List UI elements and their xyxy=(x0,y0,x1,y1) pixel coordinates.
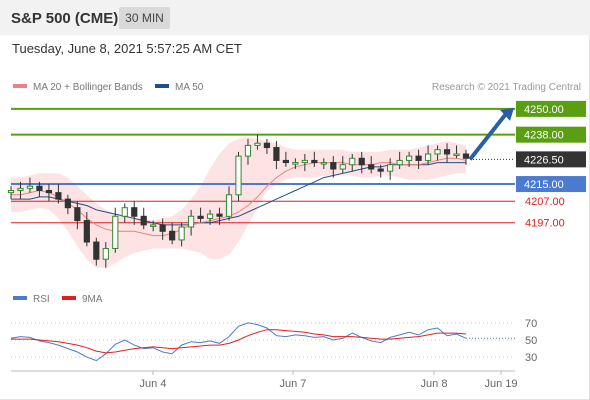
candle-body xyxy=(424,153,432,161)
interval-button[interactable]: 30 MIN xyxy=(119,7,170,29)
candle-body xyxy=(358,157,365,166)
candle-body xyxy=(320,162,327,165)
level-label-resistance: 4238.00 xyxy=(524,130,564,142)
candle-body xyxy=(102,247,109,260)
candle-body xyxy=(301,159,308,164)
candle-body xyxy=(225,194,233,217)
rsi-9ma-line xyxy=(11,329,467,354)
candle-body xyxy=(244,144,252,157)
candle-body xyxy=(150,224,157,227)
legend-swatch-9ma xyxy=(62,296,76,300)
candle-body xyxy=(131,207,138,217)
level-tag-resistance xyxy=(516,126,586,143)
candle-body xyxy=(434,149,441,155)
candle-body xyxy=(83,220,90,243)
rsi-plot: 70 50 30 xyxy=(10,318,537,364)
main-plot: 4250.00 4238.00 4226.50 4215.00 4207.00 4197.… xyxy=(7,100,586,268)
x-axis: Jun 4 Jun 7 Jun 8 Jun 19 xyxy=(11,370,518,390)
level-label-last: 4226.50 xyxy=(524,154,564,166)
legend-swatch-ma20 xyxy=(13,84,27,88)
candle-body xyxy=(187,215,195,228)
candle-body xyxy=(235,155,242,196)
candle-body xyxy=(121,207,128,217)
level-label-support: 4197.00 xyxy=(525,218,565,230)
legend-label-ma20: MA 20 + Bollinger Bands xyxy=(33,82,143,93)
candle-body xyxy=(7,190,15,194)
candle-body xyxy=(273,147,280,161)
x-tick-label: Jun 7 xyxy=(280,378,307,390)
legend-swatch-ma50 xyxy=(155,84,169,88)
candle-body xyxy=(330,162,337,170)
candle-body xyxy=(64,198,71,209)
candle-body xyxy=(169,230,176,241)
level-label-pivot: 4215.00 xyxy=(524,179,564,191)
projection-arrowhead xyxy=(500,107,514,121)
level-label-support: 4207.00 xyxy=(525,196,565,208)
candle-body xyxy=(206,213,214,219)
candle-body xyxy=(462,153,470,159)
candle-body xyxy=(406,155,413,161)
candle-body xyxy=(197,215,204,219)
candle-body xyxy=(178,226,185,241)
candle-body xyxy=(443,149,451,155)
candle-body xyxy=(74,207,81,222)
rsi-tick-label: 70 xyxy=(525,318,537,330)
x-tick-label: Jun 19 xyxy=(484,378,517,390)
candle-body xyxy=(112,215,119,249)
candle-body xyxy=(349,157,356,166)
candle-body xyxy=(387,164,394,172)
legend-label-ma50: MA 50 xyxy=(175,82,204,93)
x-tick-label: Jun 4 xyxy=(140,378,167,390)
candle-body xyxy=(36,185,43,191)
candle-body xyxy=(396,159,403,166)
level-tag-pivot xyxy=(516,176,586,193)
level-tag-last xyxy=(516,151,586,168)
candle-body xyxy=(45,190,53,194)
x-tick-label: Jun 8 xyxy=(421,378,448,390)
candle-body xyxy=(93,241,100,260)
legend-label-rsi: RSI xyxy=(33,294,50,305)
candle-body xyxy=(282,159,290,164)
candle-body xyxy=(292,162,299,165)
candle-body xyxy=(254,142,261,146)
projection-arrow xyxy=(468,112,508,161)
candle-body xyxy=(159,224,166,232)
candle-body xyxy=(339,164,346,170)
legend-swatch-rsi xyxy=(13,296,27,300)
rsi-tick-label: 30 xyxy=(525,352,537,364)
header-bar: S&P 500 (CME) 30 MIN xyxy=(0,0,590,35)
candle-body xyxy=(55,192,62,200)
candle-body xyxy=(17,187,24,192)
level-tag-resistance xyxy=(516,100,586,117)
candle-body xyxy=(311,159,318,164)
level-label-resistance: 4250.00 xyxy=(524,104,564,116)
candle-body xyxy=(26,185,34,189)
credit-text: Research © 2021 Trading Central xyxy=(432,82,581,93)
candle-body xyxy=(263,142,271,149)
legend-label-9ma: 9MA xyxy=(82,294,103,305)
rsi-tick-label: 50 xyxy=(525,335,537,347)
rsi-line xyxy=(10,322,467,362)
candle-body xyxy=(377,168,384,172)
candle-body xyxy=(368,164,375,170)
timestamp: Tuesday, June 8, 2021 5:57:25 AM CET xyxy=(12,41,242,56)
candle-body xyxy=(140,215,147,226)
candle-body xyxy=(216,213,223,217)
chart-title: S&P 500 (CME) xyxy=(11,10,119,27)
candle-body xyxy=(415,155,422,161)
candle-body xyxy=(453,153,460,156)
